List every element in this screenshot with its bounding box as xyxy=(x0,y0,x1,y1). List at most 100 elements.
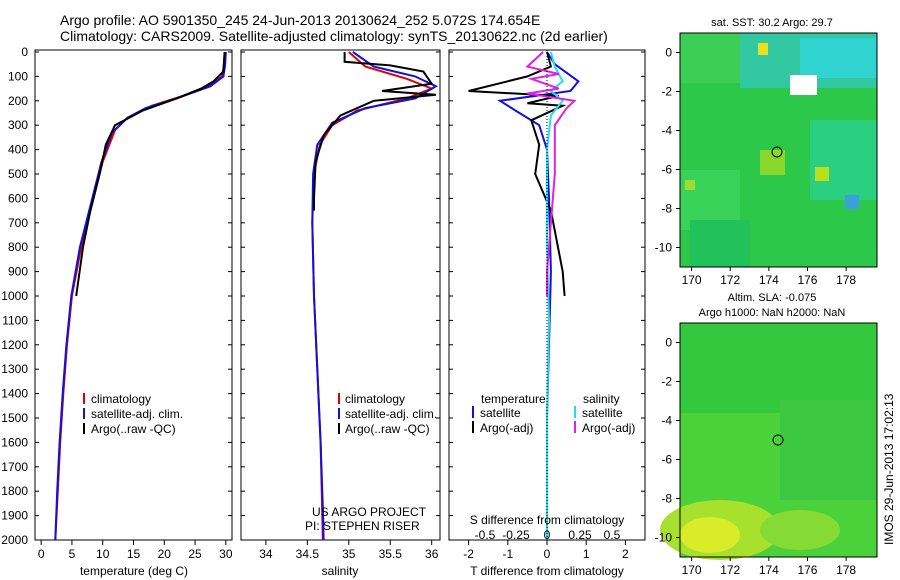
temperature-xlabel: temperature (deg C) xyxy=(80,564,188,578)
sst-patch xyxy=(810,120,877,200)
header-line-2: Climatology: CARS2009. Satellite-adjuste… xyxy=(60,28,608,44)
x-tick-label: 34 xyxy=(259,547,273,561)
series-line-argo-raw-qc- xyxy=(75,51,226,297)
map-x-tick-label: 172 xyxy=(720,273,740,287)
salinity-series xyxy=(311,51,439,540)
map-x-tick-label: 174 xyxy=(759,273,779,287)
legend-salinity-head: salinity xyxy=(583,392,620,406)
map-y-tick-label: -4 xyxy=(661,124,672,138)
credit-line-1: US ARGO PROJECT xyxy=(312,505,427,519)
legend-sal-satellite: satellite xyxy=(582,406,623,420)
map-y-tick-label: -2 xyxy=(661,375,672,389)
depth-tick-label: 2000 xyxy=(1,533,28,547)
map-x-tick-label: 172 xyxy=(720,563,740,577)
series-line-argo-raw-qc- xyxy=(313,52,436,211)
bottom-map-axes: 170 172 174 176 178 0 -2 -4 -6 -8 -10 xyxy=(655,336,857,578)
top-map-title: sat. SST: 30.2 Argo: 29.7 xyxy=(711,17,833,29)
map-x-tick-label: 176 xyxy=(797,563,817,577)
sst-patch xyxy=(800,38,877,78)
depth-tick-label: 700 xyxy=(8,216,28,230)
legend-satellite: satellite-adj. clim. xyxy=(91,407,183,421)
depth-tick-label: 1400 xyxy=(1,387,28,401)
depth-tick-label: 1100 xyxy=(2,313,28,327)
map-y-tick-label: -10 xyxy=(655,531,673,545)
series-line-salinity-satellite xyxy=(546,51,565,540)
temperature-legend: climatology satellite-adj. clim. Argo(..… xyxy=(83,392,183,436)
bottom-map-frame xyxy=(679,322,878,558)
credit-line-2: PI: STEPHEN RISER xyxy=(305,519,420,533)
legend-argo: Argo(..raw -QC) xyxy=(91,422,176,436)
figure-header: Argo profile: AO 5901350_245 24-Jun-2013… xyxy=(60,12,608,44)
sdiff-tick-label: -0.5 xyxy=(475,528,496,542)
sst-cool-patch xyxy=(845,195,859,209)
salinity-xlabel: salinity xyxy=(322,564,359,578)
x-tick-label: 0 xyxy=(38,547,45,561)
x-axes: 0 5 10 15 20 25 30 34 34.5 35 35.5 36 -2 -1 0 1 2 xyxy=(38,540,629,561)
map-y-tick-label: 0 xyxy=(665,46,672,60)
temperature-series xyxy=(54,51,227,540)
x-tick-label: 25 xyxy=(188,547,202,561)
legend-satellite: satellite-adj. clim. xyxy=(345,407,437,421)
series-line-climatology xyxy=(54,51,226,540)
argo-position-marker xyxy=(772,434,784,446)
x-tick-label: 35 xyxy=(342,547,356,561)
depth-tick-label: 1700 xyxy=(1,460,28,474)
bottom-map-title-1: Altim. SLA: -0.075 xyxy=(728,292,817,304)
sla-map xyxy=(660,322,878,560)
argo-position-marker xyxy=(771,146,783,158)
map-y-tick-label: -6 xyxy=(661,453,672,467)
depth-tick-label: 800 xyxy=(8,240,28,254)
series-line-salinity-argo-adj- xyxy=(525,51,577,296)
depth-tick-label: 1000 xyxy=(1,289,28,303)
map-y-tick-label: -6 xyxy=(661,163,672,177)
depth-tick-label: 500 xyxy=(8,167,28,181)
x-tick-label: 15 xyxy=(127,547,141,561)
legend-sal-argo: Argo(-adj) xyxy=(582,421,635,435)
sst-patch xyxy=(680,33,740,83)
depth-tick-label: 1500 xyxy=(1,411,28,425)
map-x-tick-label: 170 xyxy=(682,563,702,577)
sla-patch xyxy=(780,400,877,500)
x-tick-label: 36 xyxy=(425,547,439,561)
depth-tick-label: 1300 xyxy=(1,362,28,376)
series-line-satellite-adj-clim- xyxy=(54,51,227,540)
map-y-tick-label: -8 xyxy=(661,202,672,216)
x-tick-label: 0 xyxy=(544,547,551,561)
x-tick-label: -1 xyxy=(502,547,513,561)
sst-warm-patch xyxy=(815,167,829,181)
map-y-tick-label: -10 xyxy=(655,241,673,255)
header-line-1: Argo profile: AO 5901350_245 24-Jun-2013… xyxy=(60,12,541,28)
top-map-frame xyxy=(679,32,878,268)
depth-tick-label: 1200 xyxy=(1,338,28,352)
x-tick-label: -2 xyxy=(463,547,474,561)
x-tick-label: 2 xyxy=(622,547,629,561)
map-x-tick-label: 174 xyxy=(759,563,779,577)
legend-climatology: climatology xyxy=(345,392,405,406)
depth-tick-label: 300 xyxy=(8,118,28,132)
depth-tick-label: 600 xyxy=(8,191,28,205)
x-tick-label: 30 xyxy=(219,547,233,561)
map-y-tick-label: -4 xyxy=(661,414,672,428)
depth-tick-label: 200 xyxy=(8,94,28,108)
sdiff-tick-labels: -0.5 -0.25 0 0.25 0.5 xyxy=(475,528,621,542)
x-tick-label: 10 xyxy=(96,547,110,561)
sst-patch xyxy=(690,220,750,267)
depth-tick-label: 1600 xyxy=(1,435,28,449)
map-x-tick-label: 176 xyxy=(797,273,817,287)
map-x-tick-label: 178 xyxy=(836,563,856,577)
salinity-legend: climatology satellite-adj. clim. Argo(..… xyxy=(338,392,437,436)
sdiff-axis-label: S difference from climatology xyxy=(470,513,625,527)
x-tick-label: 1 xyxy=(583,547,590,561)
sdiff-tick-label: -0.25 xyxy=(502,528,530,542)
sdiff-tick-label: 0 xyxy=(544,528,551,542)
sst-warm-patch xyxy=(685,180,695,190)
top-map-axes: 170 172 174 176 178 0 -2 -4 -6 -8 -10 xyxy=(655,46,857,288)
legend-argo: Argo(..raw -QC) xyxy=(345,422,430,436)
land-mask xyxy=(790,75,817,95)
depth-tick-label: 900 xyxy=(8,265,28,279)
depth-axis: 0 100 200 300 400 500 600 700 800 900 1000 1100 1200… xyxy=(1,45,645,547)
map-x-tick-label: 178 xyxy=(836,273,856,287)
x-tick-label: 35.5 xyxy=(379,547,403,561)
difference-legend: temperature salinity satellite Argo(-adj… xyxy=(472,392,635,435)
legend-temp-argo: Argo(-adj) xyxy=(480,421,533,435)
